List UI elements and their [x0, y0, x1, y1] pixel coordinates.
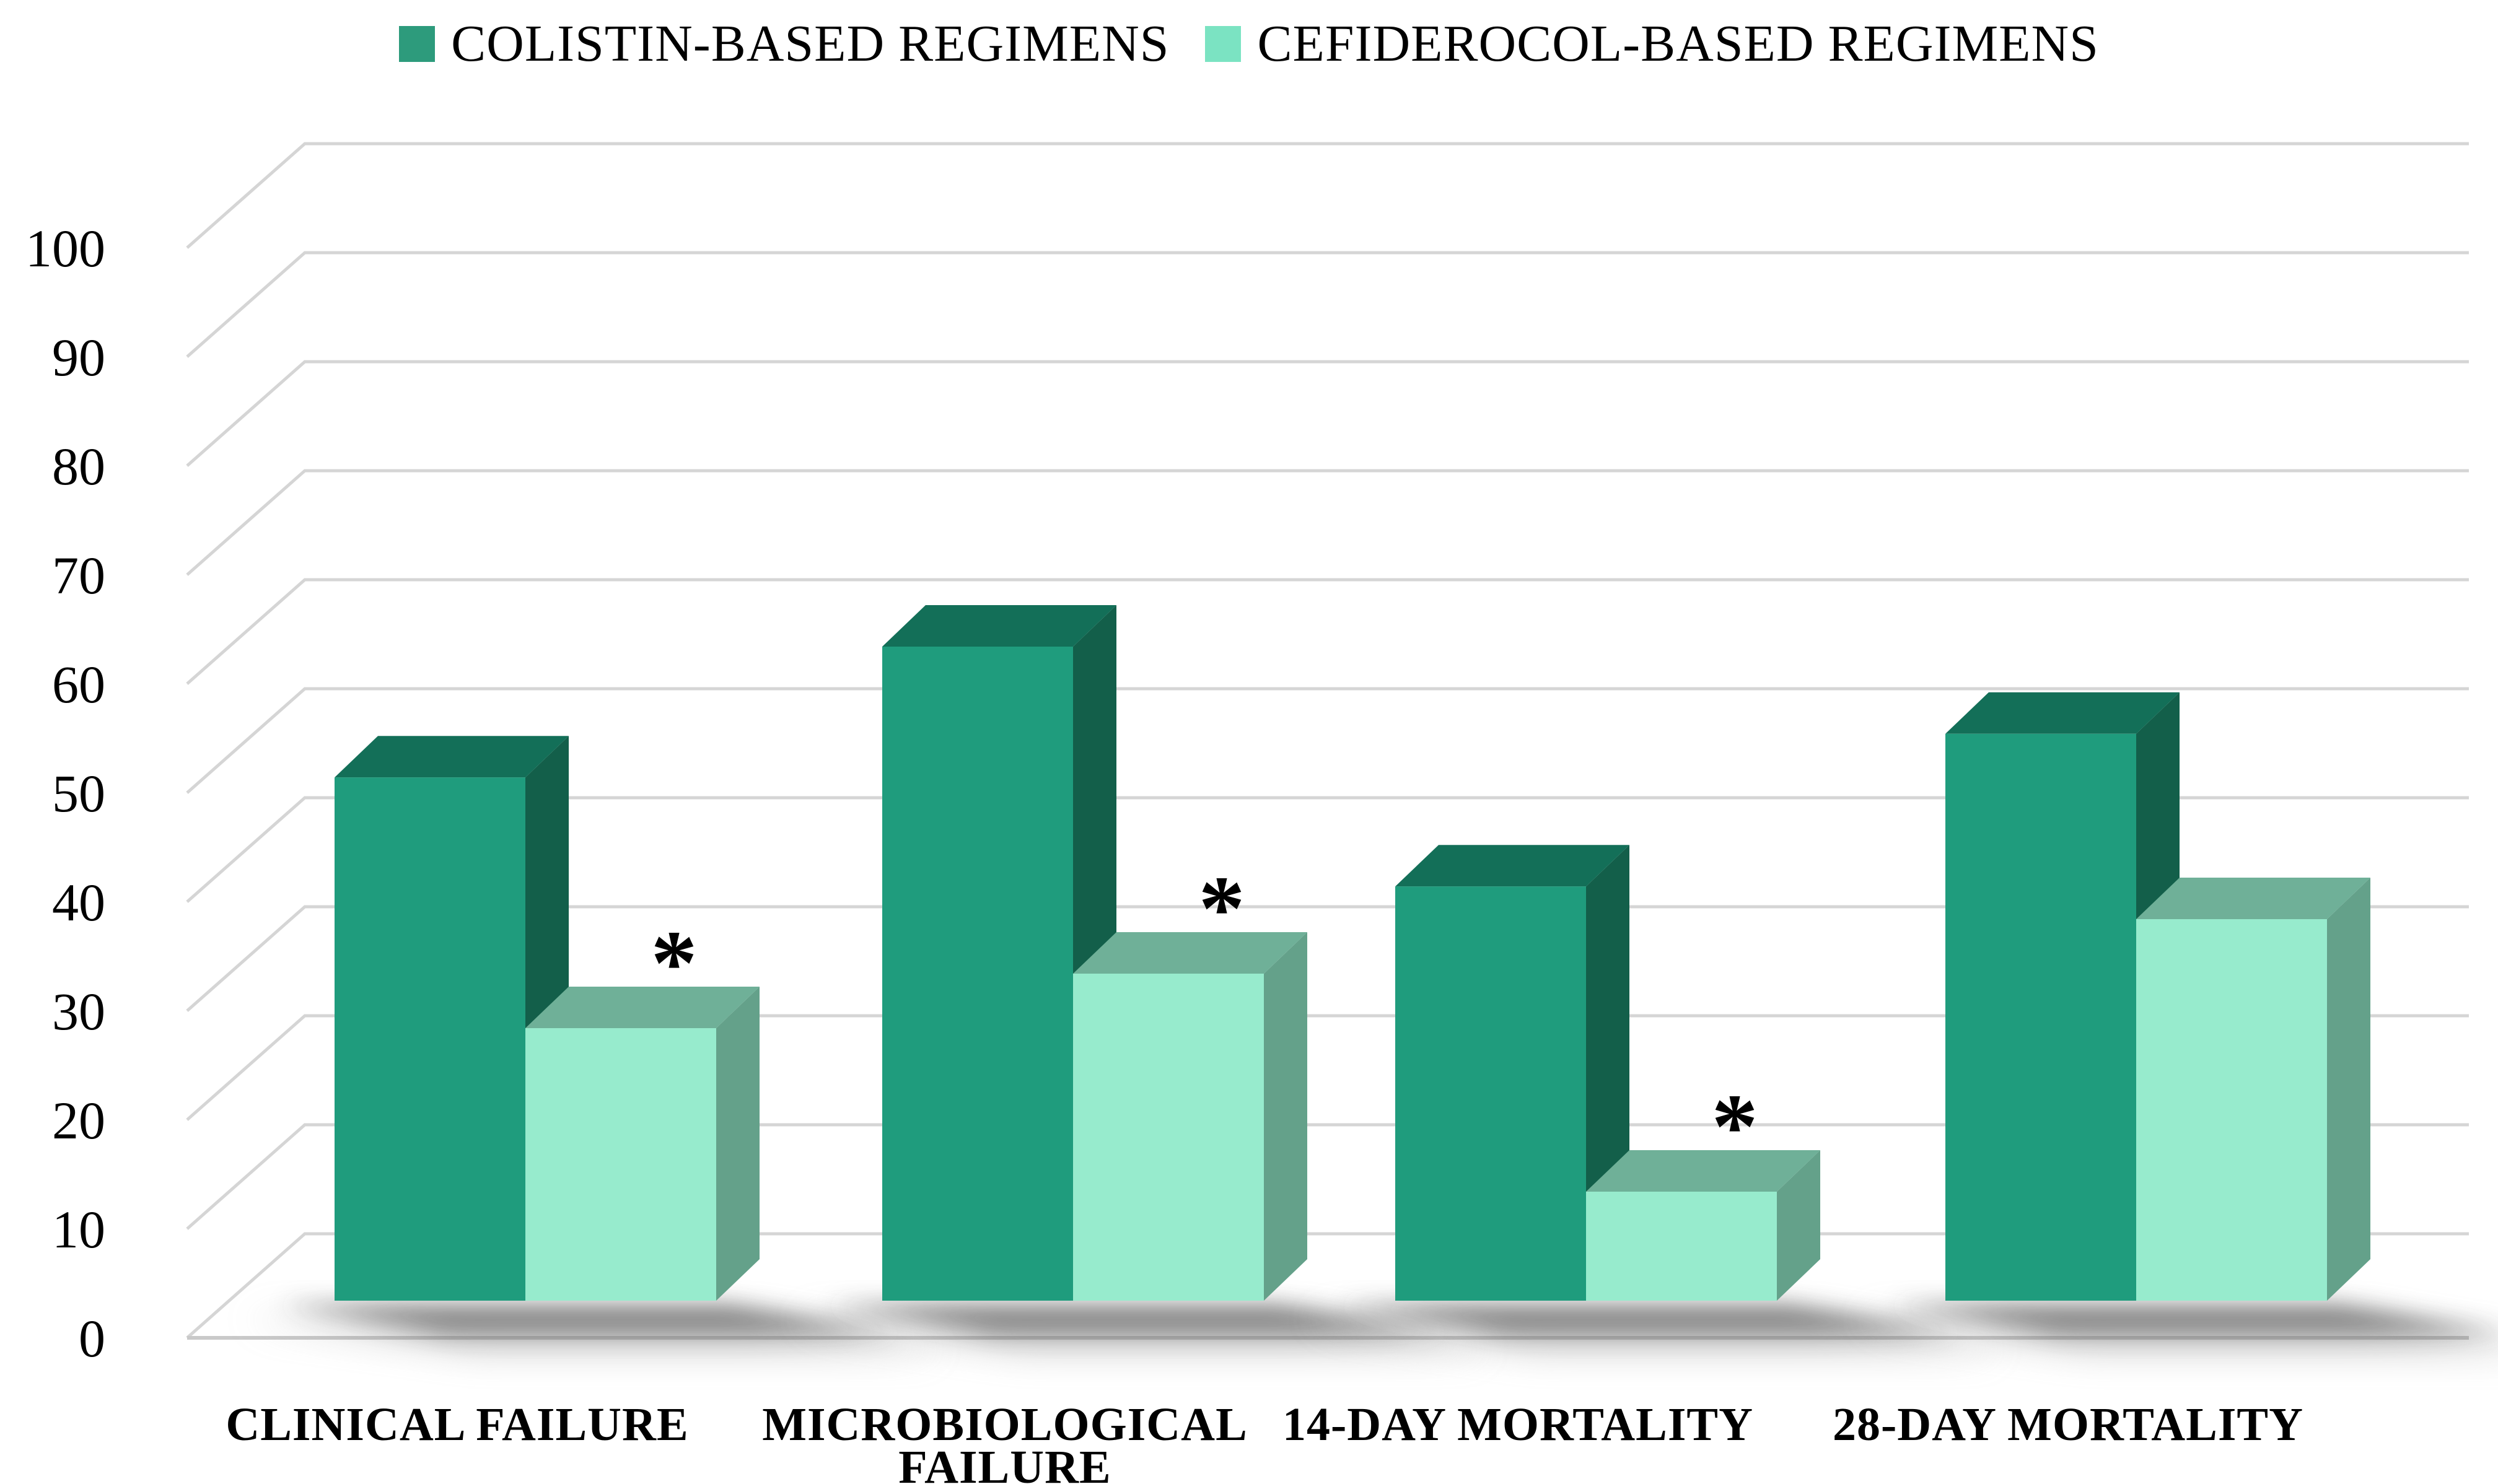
cefiderocol-bar-3-front	[2136, 919, 2327, 1301]
cefiderocol-bar-2-top	[1586, 1150, 1820, 1192]
x-category-label: CLINICAL FAILURE	[226, 1399, 688, 1451]
cefiderocol-bar-2-side	[1777, 1150, 1820, 1301]
gridline	[186, 1014, 2469, 1121]
gridline	[186, 796, 2469, 903]
legend-label-cefiderocol: CEFIDEROCOL-BASED REGIMENS	[1257, 15, 2099, 72]
gridline	[186, 251, 2469, 358]
bar-shadow	[826, 1304, 1450, 1334]
cefiderocol-bar-1-top	[1073, 932, 1307, 974]
colistin-bar-3-front	[1945, 733, 2136, 1301]
y-tick-label: 40	[52, 873, 105, 932]
y-tick-label: 50	[52, 764, 105, 823]
bar-shadow	[1339, 1304, 1963, 1334]
gridline	[186, 687, 2469, 794]
y-tick-label: 90	[52, 328, 105, 387]
chart-legend: COLISTIN-BASED REGIMENS CEFIDEROCOL-BASE…	[0, 14, 2498, 74]
colistin-bar-2-top	[1395, 845, 1629, 887]
y-tick-label: 80	[52, 437, 105, 496]
colistin-bar-0-top	[335, 736, 569, 778]
y-tick-label: 10	[52, 1200, 105, 1259]
significance-asterisk: *	[1712, 1075, 1758, 1178]
colistin-bar-1-top	[882, 605, 1116, 647]
cefiderocol-bar-0-front	[525, 1028, 716, 1301]
gridline	[186, 142, 2469, 249]
legend-swatch-colistin-icon	[399, 25, 436, 62]
gridline	[186, 578, 2469, 685]
x-category-label: MICROBIOLOGICAL	[762, 1399, 1248, 1451]
legend-swatch-cefiderocol-icon	[1205, 25, 1242, 62]
cefiderocol-bar-0-side	[716, 987, 760, 1301]
cefiderocol-bar-0-top	[525, 987, 760, 1028]
colistin-bar-0-front	[335, 777, 525, 1301]
cefiderocol-bar-1-front	[1073, 974, 1264, 1301]
x-category-label: 28-DAY MORTALITY	[1833, 1399, 2303, 1451]
y-tick-label: 20	[52, 1091, 105, 1150]
colistin-bar-3-top	[1945, 692, 2180, 734]
gridline	[186, 1123, 2469, 1230]
y-tick-label: 30	[52, 982, 105, 1041]
gridline	[186, 469, 2469, 576]
colistin-bar-1-front	[882, 647, 1073, 1301]
gridline	[186, 360, 2469, 467]
y-tick-label: 100	[25, 219, 105, 278]
y-tick-label: 70	[52, 546, 105, 605]
y-tick-label: 60	[52, 655, 105, 714]
gridline	[186, 905, 2469, 1012]
bar-shadow	[1890, 1304, 2498, 1334]
y-tick-label: 0	[79, 1309, 105, 1368]
legend-item-cefiderocol: CEFIDEROCOL-BASED REGIMENS	[1205, 14, 2098, 74]
x-category-label: 14-DAY MORTALITY	[1282, 1399, 1753, 1451]
colistin-bar-2-front	[1395, 886, 1586, 1301]
x-category-label: FAILURE	[898, 1441, 1111, 1484]
bar-shadow	[279, 1304, 902, 1334]
cefiderocol-bar-2-front	[1586, 1192, 1777, 1301]
cefiderocol-bar-3-top	[2136, 878, 2370, 919]
significance-asterisk: *	[1199, 857, 1245, 960]
legend-label-colistin: COLISTIN-BASED REGIMENS	[451, 15, 1170, 72]
legend-item-colistin: COLISTIN-BASED REGIMENS	[399, 14, 1169, 74]
significance-asterisk: *	[651, 912, 698, 1015]
cefiderocol-bar-3-side	[2327, 878, 2370, 1301]
cefiderocol-bar-1-side	[1264, 932, 1307, 1301]
